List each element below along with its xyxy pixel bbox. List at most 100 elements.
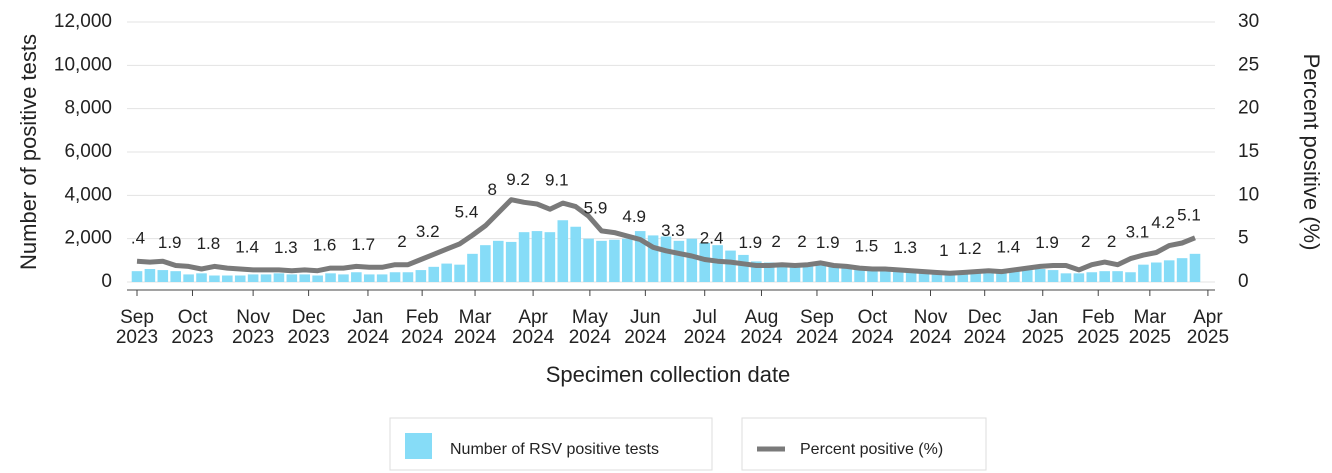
- bar: [157, 270, 169, 282]
- bar: [996, 273, 1007, 282]
- data-label: 1.8: [197, 234, 221, 253]
- bar: [363, 274, 375, 282]
- bar: [738, 254, 749, 282]
- x-tick-label: Mar: [1133, 307, 1166, 328]
- x-tick-label: 2023: [287, 327, 329, 348]
- data-label: 1.9: [816, 233, 840, 252]
- data-label: 5.4: [455, 203, 479, 222]
- x-tick-label: Jun: [630, 307, 661, 328]
- bar: [673, 240, 685, 282]
- x-tick-label: Feb: [406, 307, 439, 328]
- bar: [402, 272, 414, 282]
- bar: [247, 274, 259, 282]
- data-label: 1.9: [158, 233, 182, 252]
- data-label: 1.9: [1035, 233, 1059, 252]
- legend-label: Number of RSV positive tests: [450, 441, 659, 458]
- x-tick-label: 2023: [116, 327, 158, 348]
- bar: [918, 272, 930, 282]
- bar: [325, 273, 336, 282]
- bar: [1176, 258, 1188, 282]
- x-tick-label: 2025: [1129, 327, 1171, 348]
- x-tick-label: 2025: [1022, 327, 1064, 348]
- legend-box: [741, 417, 987, 471]
- y-axis-title: Number of positive tests: [16, 34, 41, 270]
- bar: [196, 273, 207, 282]
- bar: [1021, 270, 1033, 282]
- bar: [699, 243, 710, 282]
- data-label: 2: [1081, 232, 1090, 251]
- bar: [892, 270, 904, 282]
- data-label: 1.5: [855, 236, 879, 255]
- x-tick-label: Mar: [459, 307, 492, 328]
- bar: [828, 265, 840, 282]
- bar: [209, 275, 220, 282]
- bar: [557, 220, 569, 282]
- data-label: 3.2: [416, 222, 440, 241]
- data-label: .4: [131, 229, 145, 248]
- bar: [841, 266, 852, 282]
- y2-tick-label: 20: [1238, 98, 1259, 119]
- bar: [1151, 262, 1162, 282]
- bar: [1009, 271, 1020, 282]
- bar: [609, 239, 620, 282]
- data-label: 4.9: [622, 207, 646, 226]
- x-tick-label: Jan: [1027, 307, 1058, 328]
- bar: [802, 263, 814, 282]
- bar: [622, 238, 633, 282]
- bar: [222, 275, 233, 282]
- bar: [273, 273, 285, 282]
- data-label: 1: [939, 241, 948, 260]
- y-tick-label: 10,000: [54, 54, 112, 75]
- bar: [944, 273, 956, 282]
- data-label: 9.1: [545, 171, 569, 190]
- y-tick-label: 0: [101, 271, 112, 292]
- bar: [583, 238, 594, 282]
- y2-axis-title: Percent positive (%): [1299, 54, 1324, 251]
- bar: [1099, 271, 1110, 282]
- bar: [789, 264, 801, 282]
- x-tick-label: Oct: [178, 307, 208, 328]
- bar: [725, 250, 736, 282]
- data-label: 5.9: [584, 198, 608, 217]
- bar: [415, 270, 427, 282]
- bar: [505, 241, 517, 282]
- bar: [170, 271, 181, 282]
- data-label: 1.2: [958, 239, 982, 258]
- bar: [299, 274, 311, 282]
- bar: [1163, 260, 1175, 282]
- legend-box: [389, 417, 713, 471]
- bar: [880, 269, 891, 282]
- data-label: 3.3: [661, 221, 685, 240]
- x-tick-label: 2024: [569, 327, 612, 348]
- bar: [234, 275, 246, 282]
- data-label: 2: [1107, 232, 1116, 251]
- bar: [492, 240, 504, 282]
- x-tick-label: 2024: [964, 327, 1007, 348]
- data-label: 1.9: [738, 233, 762, 252]
- bar: [1034, 269, 1046, 282]
- bar: [441, 263, 452, 282]
- x-tick-label: Nov: [236, 307, 270, 328]
- bar: [570, 226, 581, 282]
- data-label: 9.2: [506, 170, 530, 189]
- x-tick-label: Apr: [518, 307, 548, 328]
- bar: [518, 232, 530, 282]
- x-tick-label: Dec: [968, 307, 1002, 328]
- data-label: 1.4: [997, 237, 1021, 256]
- y-tick-label: 12,000: [54, 11, 112, 32]
- y2-tick-label: 15: [1238, 141, 1259, 162]
- y2-tick-label: 0: [1238, 271, 1249, 292]
- x-tick-label: Sep: [800, 307, 834, 328]
- bar: [1112, 271, 1123, 282]
- data-label: 1.3: [274, 238, 298, 257]
- data-label: 4.2: [1151, 213, 1175, 232]
- bar: [1138, 264, 1149, 282]
- bar: [660, 236, 672, 282]
- bar: [312, 275, 323, 282]
- bar: [183, 274, 194, 282]
- bar: [634, 231, 646, 282]
- bar: [1189, 253, 1201, 282]
- bar: [544, 232, 556, 282]
